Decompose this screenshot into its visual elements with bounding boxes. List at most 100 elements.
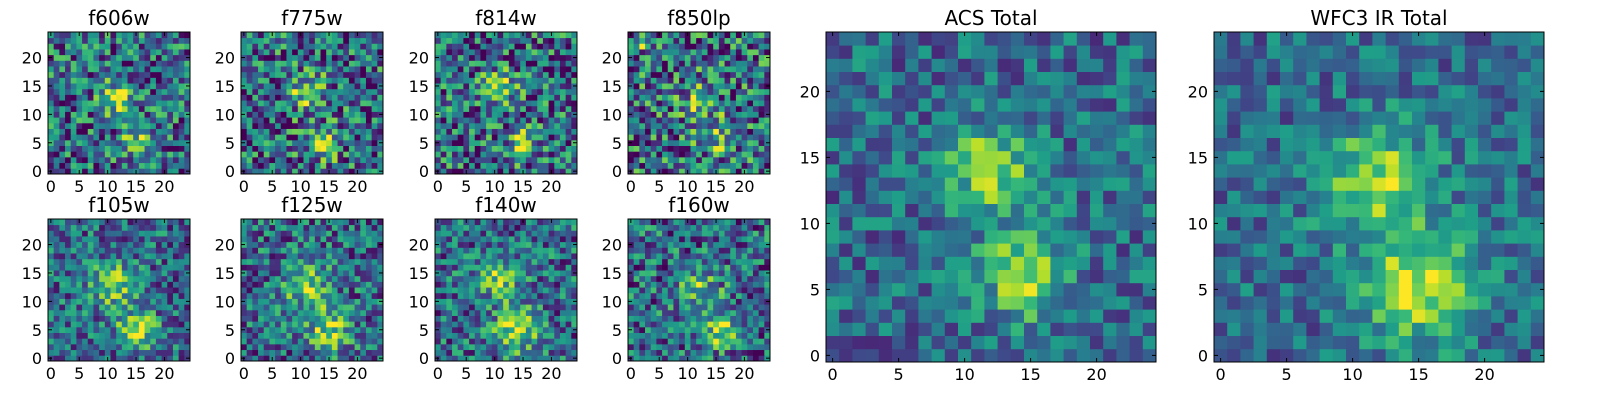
heatmap-cell: [76, 304, 83, 311]
heatmap-cell: [138, 151, 145, 158]
heatmap-cell: [133, 43, 140, 50]
heatmap-cell: [486, 37, 493, 44]
heatmap-cell: [440, 292, 447, 299]
heatmap-cell: [303, 292, 310, 299]
heatmap-cell: [741, 332, 748, 339]
heatmap-cell: [343, 122, 350, 129]
heatmap-cell: [565, 292, 572, 299]
heatmap-cell: [184, 60, 191, 67]
heatmap-cell: [127, 139, 134, 146]
heatmap-cell: [571, 343, 578, 351]
heatmap-cell: [337, 224, 344, 231]
heatmap-cell: [116, 287, 123, 294]
heatmap-cell: [178, 94, 185, 101]
heatmap-cell: [457, 77, 464, 84]
heatmap-cell: [269, 43, 276, 50]
heatmap-cell: [99, 247, 106, 254]
heatmap-cell: [297, 128, 304, 135]
heatmap-cell: [76, 54, 83, 61]
heatmap-cell: [525, 60, 532, 67]
heatmap-cell: [337, 258, 344, 265]
heatmap-cell: [730, 162, 737, 169]
heatmap-cell: [497, 111, 504, 118]
heatmap-cell: [65, 275, 72, 282]
heatmap-cell: [133, 281, 140, 288]
heatmap-cell: [110, 134, 117, 141]
heatmap-cell: [650, 332, 657, 339]
heatmap-cell: [297, 94, 304, 101]
heatmap-cell: [718, 343, 725, 351]
heatmap-cell: [764, 162, 771, 169]
heatmap-cell: [747, 338, 754, 345]
heatmap-cell: [752, 117, 760, 124]
heatmap-cell: [514, 304, 521, 311]
heatmap-cell: [491, 43, 498, 50]
heatmap-cell: [701, 281, 708, 288]
heatmap-cell: [446, 236, 453, 243]
heatmap-cell: [269, 321, 276, 328]
heatmap-cell: [559, 60, 567, 67]
heatmap-cell: [280, 100, 287, 107]
heatmap-cell: [491, 321, 498, 328]
heatmap-cell: [735, 88, 742, 95]
heatmap-cell: [59, 230, 66, 237]
heatmap-cell: [747, 321, 754, 328]
heatmap-cell: [258, 134, 265, 141]
heatmap-cell: [331, 117, 338, 124]
heatmap-cell: [764, 77, 771, 84]
heatmap-cell: [525, 134, 532, 141]
heatmap-cell: [292, 54, 299, 61]
heatmap-cell: [730, 145, 737, 152]
heatmap-cell: [463, 281, 470, 288]
heatmap-cell: [440, 321, 447, 328]
heatmap-cell: [365, 134, 373, 141]
heatmap-cell: [440, 66, 447, 73]
heatmap-cell: [491, 343, 498, 351]
heatmap-cell: [508, 32, 515, 39]
heatmap-cell: [360, 43, 367, 50]
heatmap-cell: [446, 309, 453, 316]
heatmap-cell: [452, 258, 459, 265]
heatmap-cell: [337, 54, 344, 61]
heatmap-cell: [53, 321, 60, 328]
heatmap-cell: [172, 122, 180, 129]
heatmap-cell: [457, 264, 464, 271]
heatmap-cell: [747, 77, 754, 84]
heatmap-cell: [241, 343, 248, 351]
heatmap-cell: [645, 343, 652, 351]
heatmap-cell: [520, 292, 527, 299]
heatmap-cell: [246, 139, 253, 146]
heatmap-cell: [144, 100, 151, 107]
heatmap-cell: [457, 156, 464, 164]
heatmap-cell: [701, 54, 708, 61]
heatmap-cell: [354, 241, 361, 248]
heatmap-cell: [491, 315, 498, 322]
heatmap-cell: [348, 309, 355, 316]
heatmap-cell: [520, 321, 527, 328]
heatmap-cell: [730, 37, 737, 44]
heatmap-cell: [571, 258, 578, 265]
heatmap-cell: [360, 145, 367, 152]
heatmap-cell: [246, 117, 253, 124]
heatmap-cell: [497, 168, 504, 175]
heatmap-cell: [337, 315, 344, 322]
heatmap-cell: [320, 77, 327, 84]
heatmap-cell: [155, 117, 162, 124]
heatmap-cell: [150, 100, 157, 107]
heatmap-cell: [371, 304, 378, 311]
heatmap-cell: [87, 94, 94, 101]
heatmap-cell: [435, 332, 442, 339]
heatmap-cell: [309, 54, 316, 61]
heatmap-cell: [150, 338, 157, 345]
heatmap-cell: [628, 315, 635, 322]
heatmap-cell: [303, 43, 310, 50]
heatmap-cell: [514, 270, 521, 277]
heatmap-cell: [707, 162, 714, 169]
heatmap-cell: [650, 298, 657, 305]
heatmap-cell: [435, 338, 442, 345]
y-tick-label: 20: [409, 49, 429, 68]
heatmap-cell: [138, 128, 145, 135]
heatmap-cell: [286, 83, 293, 90]
heatmap-cell: [486, 145, 493, 152]
heatmap-cell: [497, 122, 504, 129]
